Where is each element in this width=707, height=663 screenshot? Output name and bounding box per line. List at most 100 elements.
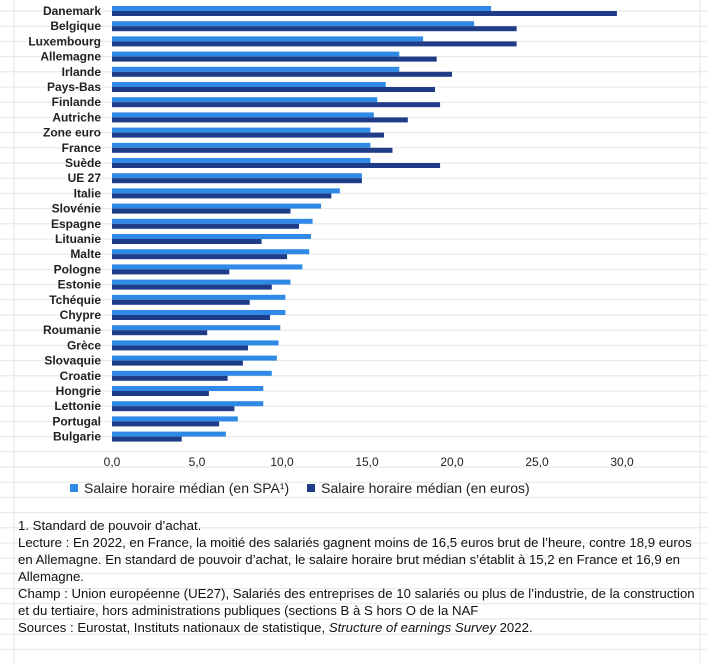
category-label: Allemagne — [40, 50, 101, 64]
bar-euros — [112, 147, 393, 153]
bar-spa — [112, 112, 374, 118]
bar-spa — [112, 36, 424, 42]
bar-spa — [112, 6, 492, 11]
bar-spa — [112, 66, 400, 72]
bar-euros — [112, 163, 441, 168]
category-label: Roumanie — [43, 323, 101, 337]
bar-spa — [112, 234, 311, 239]
bar-spa — [112, 188, 340, 194]
bar-euros — [112, 315, 271, 320]
bar-spa — [112, 264, 303, 270]
bar-spa — [112, 279, 291, 285]
category-label: Chypre — [60, 308, 102, 322]
legend: Salaire horaire médian (en SPA¹) Salaire… — [70, 480, 530, 496]
category-label: Slovaquie — [44, 354, 101, 368]
sources-prefix: Sources : Eurostat, Instituts nationaux … — [18, 620, 329, 635]
bar-spa — [112, 158, 371, 163]
category-label: Irlande — [62, 65, 102, 79]
bar-spa — [112, 218, 313, 224]
bar-euros — [112, 178, 362, 184]
bar-spa — [112, 51, 400, 57]
category-label: Estonie — [58, 278, 102, 292]
legend-label-euros: Salaire horaire médian (en euros) — [321, 480, 530, 496]
category-label: Tchéquie — [49, 293, 101, 307]
bar-euros — [112, 345, 248, 351]
legend-label-spa: Salaire horaire médian (en SPA¹) — [84, 480, 290, 496]
bars-layer — [112, 6, 617, 442]
category-label: Portugal — [52, 414, 101, 428]
category-label: UE 27 — [68, 171, 102, 185]
category-label: Croatie — [60, 369, 102, 383]
bar-euros — [112, 223, 299, 229]
bar-spa — [112, 173, 362, 179]
sources-title: Structure of earnings Survey — [328, 620, 496, 635]
x-tick-label: 20,0 — [440, 455, 464, 469]
bar-spa — [112, 249, 310, 255]
category-label: Finlande — [52, 95, 102, 109]
bar-euros — [112, 11, 617, 16]
bar-euros — [112, 41, 517, 47]
bar-euros — [112, 56, 437, 62]
category-label: Grèce — [67, 338, 101, 352]
bar-spa — [112, 325, 281, 331]
bar-spa — [112, 142, 371, 148]
bar-spa — [112, 310, 286, 315]
x-tick-label: 5,0 — [189, 455, 206, 469]
category-label: Belgique — [50, 19, 101, 33]
bar-euros — [112, 239, 262, 244]
bar-euros — [112, 193, 332, 199]
bar-spa — [112, 431, 226, 437]
bar-spa — [112, 21, 475, 27]
x-axis-ticks: 0,0 5,0 10,0 15,0 20,0 25,0 30,0 — [104, 455, 634, 469]
sources-suffix: 2022. — [495, 620, 533, 635]
bar-euros — [112, 87, 435, 92]
category-label: Autriche — [52, 110, 101, 124]
bar-spa — [112, 370, 272, 376]
footnote-text: 1. Standard de pouvoir d’achat. — [18, 518, 202, 533]
bar-euros — [112, 269, 230, 275]
category-label: Suède — [65, 156, 101, 170]
bar-euros — [112, 208, 291, 214]
bar-spa — [112, 82, 386, 87]
bar-euros — [112, 375, 228, 381]
champ-text: Champ : Union européenne (UE27), Salarié… — [18, 586, 695, 618]
x-tick-label: 25,0 — [525, 455, 549, 469]
bar-spa — [112, 401, 264, 407]
x-tick-label: 15,0 — [355, 455, 379, 469]
category-label: Pologne — [54, 262, 102, 276]
bar-euros — [112, 406, 235, 412]
sources-text: Sources : Eurostat, Instituts nationaux … — [18, 619, 698, 636]
x-tick-label: 10,0 — [270, 455, 294, 469]
bar-euros — [112, 26, 517, 32]
category-label: Malte — [70, 247, 101, 261]
chart-notes: 1. Standard de pouvoir d’achat. Lecture … — [18, 517, 698, 636]
bar-euros — [112, 117, 408, 123]
bar-spa — [112, 416, 238, 422]
category-label: Lituanie — [55, 232, 101, 246]
x-tick-label: 0,0 — [104, 455, 121, 469]
category-label: Pays-Bas — [47, 80, 101, 94]
bar-euros — [112, 71, 452, 77]
bar-spa — [112, 340, 279, 346]
category-label: Danemark — [43, 4, 101, 18]
bar-euros — [112, 102, 441, 108]
bar-spa — [112, 97, 378, 103]
category-label: Zone euro — [43, 126, 101, 140]
category-label: Luxembourg — [28, 34, 101, 48]
bar-euros — [112, 436, 182, 442]
bar-euros — [112, 421, 220, 427]
bar-euros — [112, 360, 243, 366]
legend-item-spa: Salaire horaire médian (en SPA¹) — [70, 480, 289, 496]
bar-euros — [112, 254, 288, 260]
bar-euros — [112, 391, 209, 396]
legend-item-euros: Salaire horaire médian (en euros) — [307, 480, 530, 496]
category-label: Italie — [74, 186, 102, 200]
category-label: Espagne — [51, 217, 101, 231]
bar-euros — [112, 299, 250, 305]
legend-swatch-spa — [70, 484, 78, 492]
bar-euros — [112, 132, 384, 138]
lecture-text: Lecture : En 2022, en France, la moitié … — [18, 535, 692, 584]
legend-swatch-euros — [307, 484, 316, 492]
